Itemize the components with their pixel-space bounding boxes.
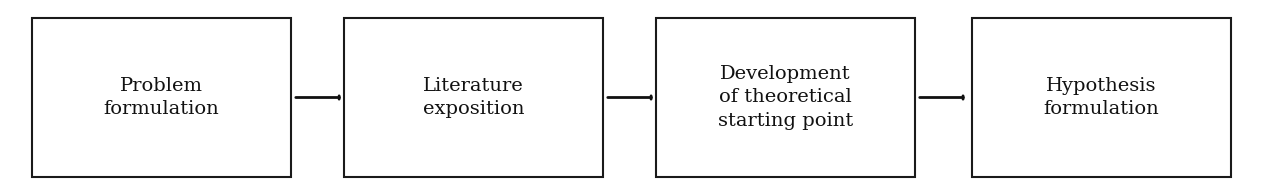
Text: Hypothesis
formulation: Hypothesis formulation (1043, 77, 1159, 118)
Text: Development
of theoretical
starting point: Development of theoretical starting poin… (717, 65, 854, 130)
Text: Literature
exposition: Literature exposition (423, 77, 524, 118)
Bar (344, 18, 604, 177)
Bar (33, 18, 290, 177)
Text: Problem
formulation: Problem formulation (104, 77, 220, 118)
Bar (971, 18, 1230, 177)
Bar (657, 18, 914, 177)
